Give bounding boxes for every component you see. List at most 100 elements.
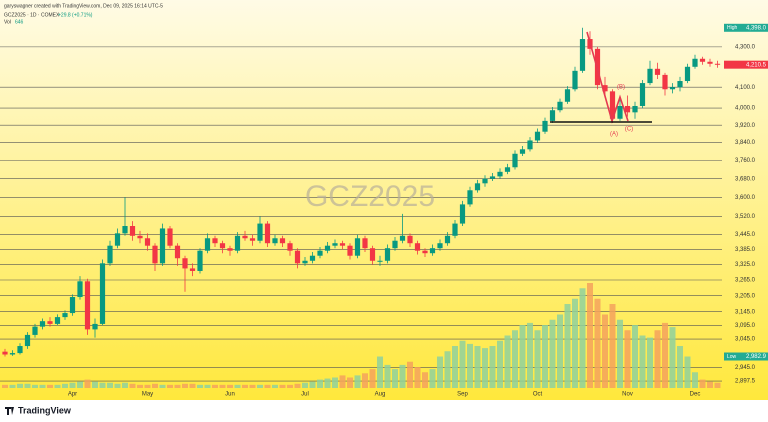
volume-bar [9, 384, 16, 388]
volume-bar [114, 383, 121, 388]
candle-body [309, 255, 316, 261]
candle-body [677, 81, 683, 88]
volume-bar [159, 384, 166, 388]
volume-bar [549, 319, 556, 388]
volume-bar [347, 377, 353, 388]
wave-line [586, 31, 629, 124]
volume-bar [182, 383, 188, 388]
candle-body [609, 91, 616, 119]
volume-bar [92, 381, 98, 388]
volume-bar [399, 364, 406, 388]
price-tag-label: 2,982.9 [746, 354, 767, 360]
candle-body [189, 268, 196, 271]
y-tick-label: 2,945.0 [735, 365, 756, 371]
y-tick-label: 3,680.0 [735, 176, 756, 182]
candle-body [159, 228, 166, 264]
candle-body [602, 85, 608, 92]
annotation: (A) [610, 132, 618, 138]
y-tick-label: 2,897.5 [735, 379, 756, 385]
candle-body [137, 235, 143, 239]
candle-body [77, 281, 83, 298]
candle-body [152, 245, 158, 264]
background [0, 0, 768, 400]
candle-body [197, 250, 203, 271]
x-tick-label: Jun [225, 392, 235, 398]
volume-bar [129, 383, 136, 388]
annotation: (C) [625, 127, 633, 133]
candle-body [699, 58, 706, 62]
y-tick-label: 3,045.0 [735, 337, 756, 343]
candle-body [497, 171, 503, 177]
candle-body [17, 346, 23, 354]
volume-bar [24, 383, 31, 388]
volume-bar [39, 384, 46, 388]
volume-bar [204, 384, 211, 388]
volume-bar [144, 384, 151, 388]
volume-bar [527, 322, 533, 388]
candle-body [549, 110, 556, 121]
candle-body [339, 243, 346, 246]
y-tick-label: 3,205.0 [735, 293, 756, 299]
volume-bar [287, 384, 293, 388]
volume-bar [692, 372, 698, 388]
candle-body [347, 245, 353, 256]
y-tick-label: 3,145.0 [735, 309, 756, 315]
candle-body [669, 87, 676, 90]
brand: TradingView [18, 405, 72, 415]
candle-body [354, 238, 361, 256]
candle-body [692, 58, 698, 67]
candle-body [444, 235, 451, 244]
volume-bar [152, 383, 158, 388]
candle-body [654, 68, 661, 75]
volume-bar [362, 373, 368, 388]
volume-bar [497, 340, 503, 388]
candle-body [47, 321, 53, 324]
volume-bar [279, 384, 286, 388]
x-tick-label: Dec [690, 392, 701, 398]
volume-bar [137, 384, 143, 388]
candle-body [249, 238, 256, 241]
volume-bar [534, 330, 541, 388]
volume-bar [647, 337, 653, 388]
candle-body [129, 226, 136, 236]
candle-body [302, 260, 308, 264]
volume-bar [122, 382, 128, 388]
volume-bar [609, 304, 616, 388]
volume-bar [369, 369, 376, 388]
volume-bar [564, 304, 571, 388]
candle-body [519, 149, 526, 154]
candle-body [422, 250, 428, 254]
candle-body [122, 226, 128, 234]
credit: garyswagner created with TradingView.com… [4, 3, 163, 9]
volume-bar [714, 382, 721, 388]
candle-body [624, 105, 631, 113]
volume-bar [84, 379, 91, 388]
x-tick-label: Jul [301, 392, 309, 398]
volume-bar [587, 283, 593, 388]
volume-bar [302, 382, 308, 388]
volume-bar [212, 384, 218, 388]
volume-bar [332, 377, 338, 388]
volume-bar [542, 325, 548, 388]
volume-bar [684, 356, 691, 388]
volume-bar [219, 384, 226, 388]
volume-bar [437, 356, 443, 388]
volume-bar [662, 322, 668, 388]
volume-bar [632, 325, 638, 388]
volume-bar [384, 364, 391, 388]
candle-body [407, 235, 413, 244]
candle-body [182, 258, 188, 269]
candle-body [219, 243, 226, 249]
candle-body [9, 353, 16, 355]
candle-body [662, 74, 668, 90]
candle-body [99, 263, 106, 324]
volume-bar [482, 348, 488, 388]
volume-bar [429, 369, 436, 388]
volume-value: 646 [15, 19, 24, 25]
candle-body [84, 281, 91, 330]
candle-body [234, 235, 241, 251]
candle-body [242, 235, 248, 239]
candle-body [204, 238, 211, 251]
volume-bar [54, 384, 61, 388]
price-tag [724, 60, 768, 69]
